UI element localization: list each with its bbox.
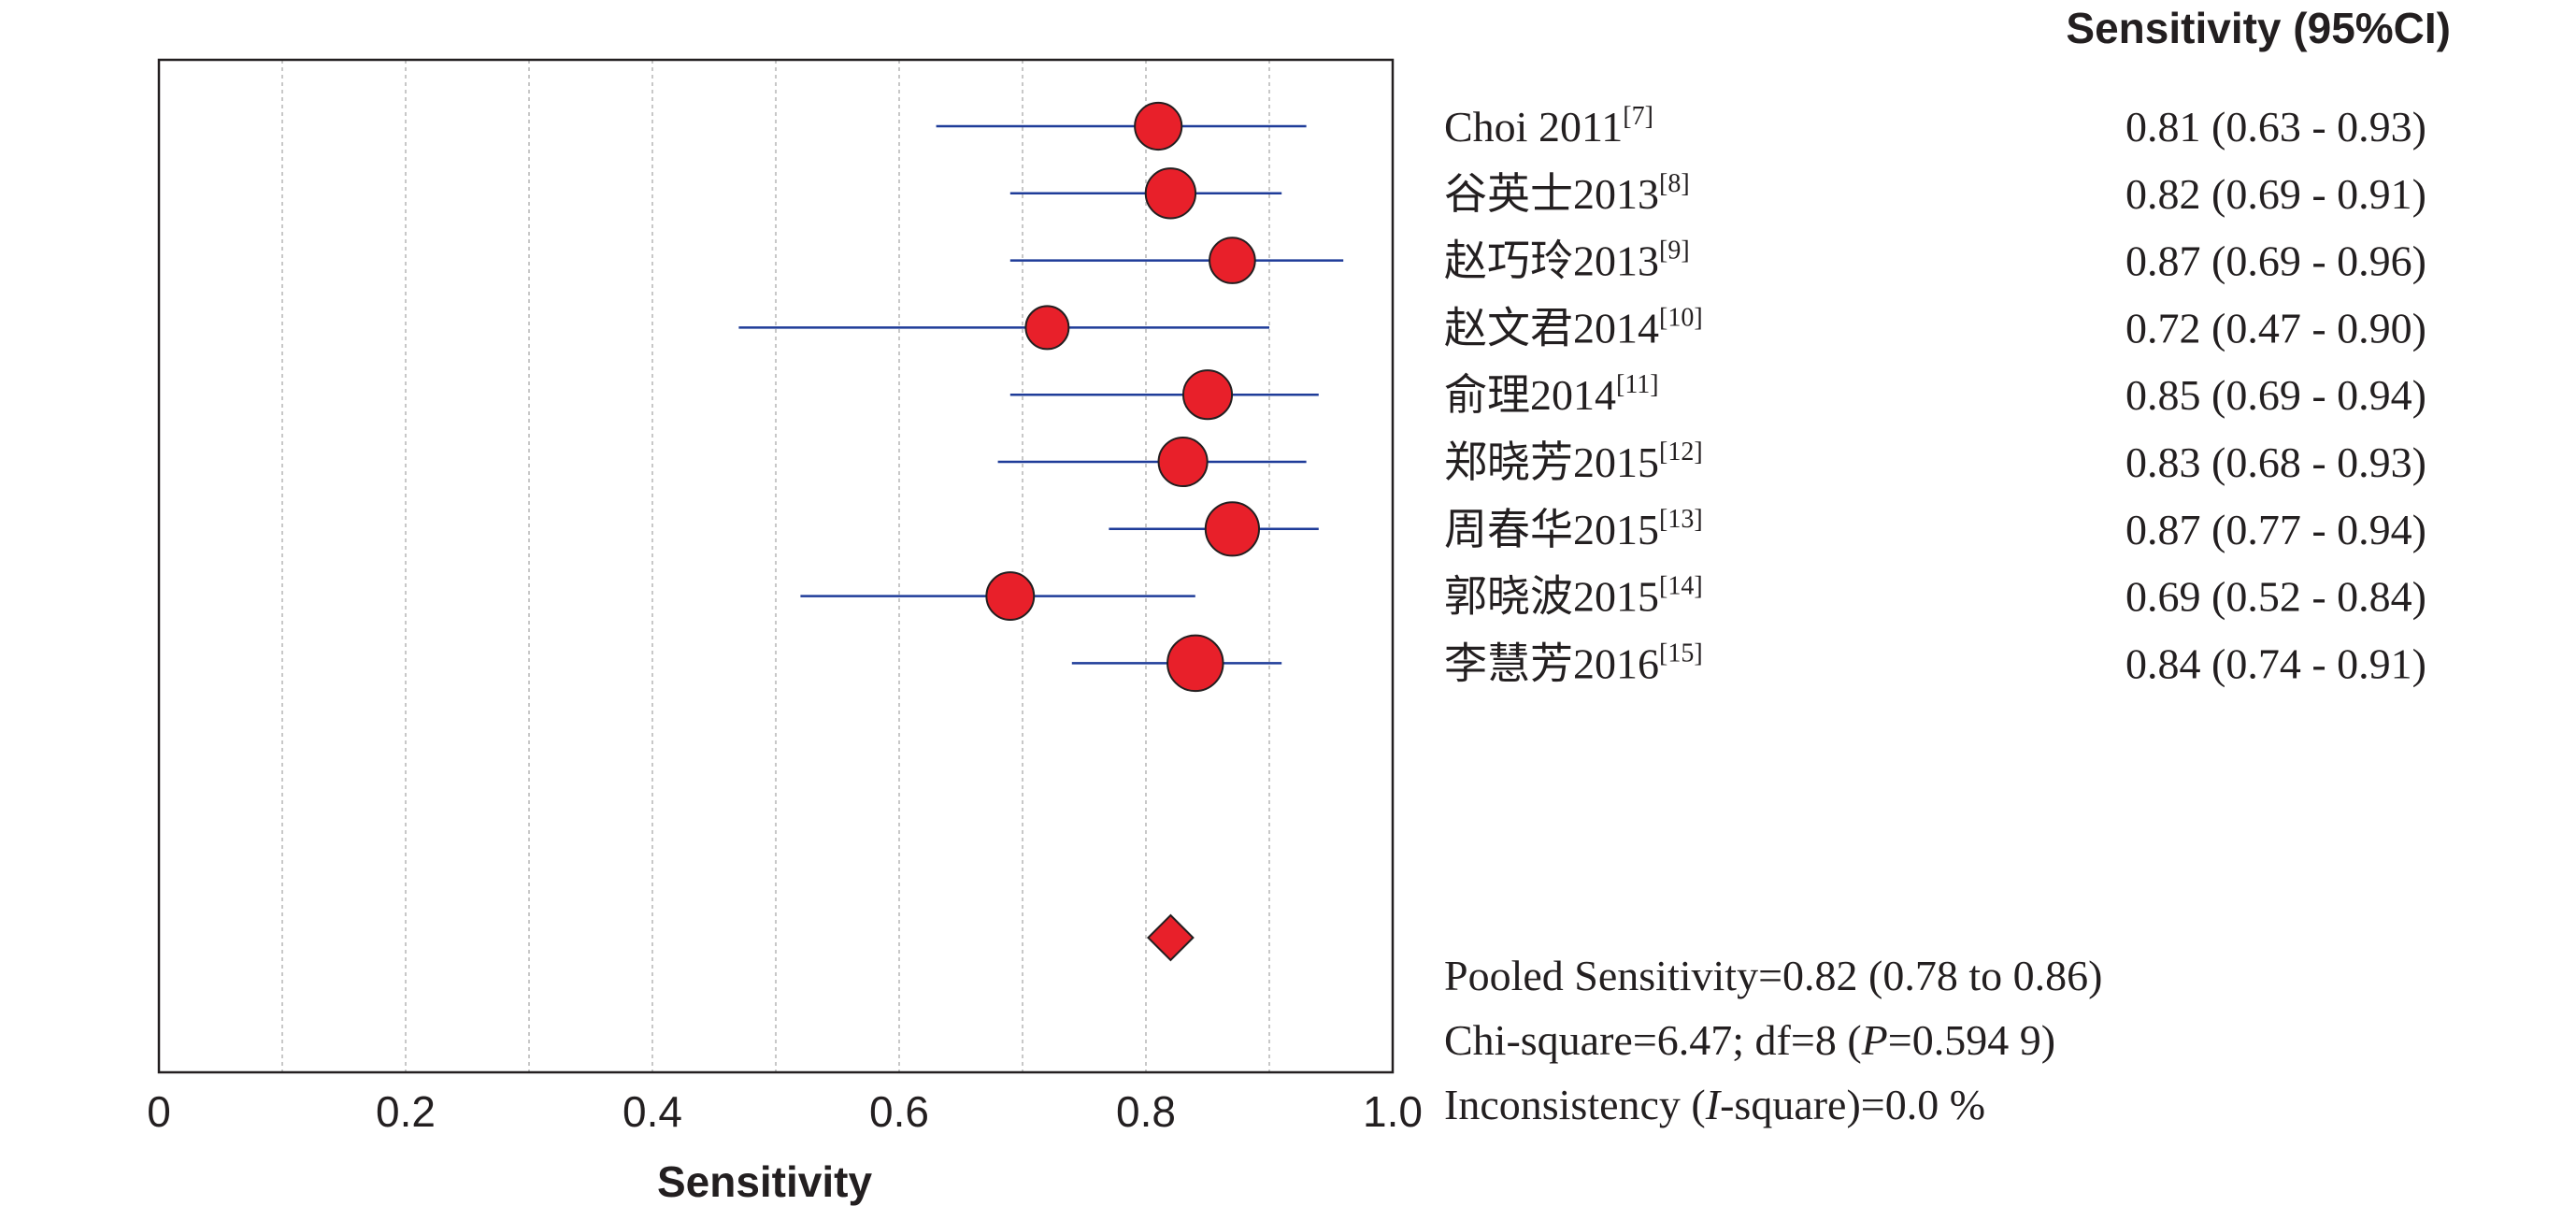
plot-frame bbox=[157, 58, 1395, 1074]
study-ci-value: 0.81 (0.63 - 0.93) bbox=[2125, 103, 2426, 151]
x-tick-label: 0.6 bbox=[869, 1087, 929, 1136]
x-tick-label: 0 bbox=[147, 1087, 171, 1136]
study-marker bbox=[1209, 237, 1256, 284]
study-ci-value: 0.85 (0.69 - 0.94) bbox=[2125, 371, 2426, 419]
study-name: 李慧芳2016 bbox=[1444, 639, 1659, 687]
study-ci-value: 0.82 (0.69 - 0.91) bbox=[2125, 170, 2426, 218]
study-marker bbox=[1166, 634, 1224, 693]
x-tick-label: 0.8 bbox=[1116, 1087, 1176, 1136]
chi-square-text: Chi-square=6.47; df=8 (P=0.594 9) bbox=[1444, 1016, 2055, 1064]
study-label: 周春华2015[13] bbox=[1444, 505, 1703, 553]
study-ci-value: 0.87 (0.69 - 0.96) bbox=[2125, 237, 2426, 285]
x-tick-label: 0.4 bbox=[623, 1087, 682, 1136]
pooled-estimate-diamond bbox=[1146, 913, 1195, 962]
column-header: Sensitivity (95%CI) bbox=[2066, 4, 2451, 52]
study-label: 赵文君2014[10] bbox=[1444, 303, 1703, 352]
study-reference: [15] bbox=[1659, 639, 1703, 668]
study-label: 俞理2014[11] bbox=[1444, 370, 1659, 419]
study-label: 郭晓波2015[14] bbox=[1444, 572, 1703, 621]
study-name: 谷英士2013 bbox=[1444, 170, 1659, 218]
study-marker bbox=[1157, 436, 1209, 488]
study-reference: [14] bbox=[1659, 572, 1703, 601]
study-name: 周春华2015 bbox=[1444, 506, 1659, 553]
study-reference: [13] bbox=[1659, 505, 1703, 534]
study-marker bbox=[985, 571, 1036, 622]
study-label: 谷英士2013[8] bbox=[1444, 169, 1690, 218]
inconsistency-text: Inconsistency (I-square)=0.0 % bbox=[1444, 1081, 1985, 1128]
grid-lines bbox=[281, 60, 1270, 1072]
study-reference: [9] bbox=[1659, 237, 1690, 266]
study-label: 李慧芳2016[15] bbox=[1444, 639, 1703, 687]
study-ci-value: 0.69 (0.52 - 0.84) bbox=[2125, 573, 2426, 621]
study-ci-value: 0.87 (0.77 - 0.94) bbox=[2125, 506, 2426, 553]
study-name: 赵文君2014 bbox=[1444, 304, 1659, 352]
x-tick-label: 0.2 bbox=[376, 1087, 436, 1136]
study-markers bbox=[985, 101, 1261, 693]
study-marker bbox=[1181, 369, 1234, 421]
study-marker bbox=[1134, 101, 1183, 151]
study-name: 郭晓波2015 bbox=[1444, 573, 1659, 621]
study-label: 赵巧玲2013[9] bbox=[1444, 237, 1690, 285]
study-label: 郑晓芳2015[12] bbox=[1444, 438, 1703, 486]
x-tick-label: 1.0 bbox=[1363, 1087, 1423, 1136]
study-reference: [10] bbox=[1659, 303, 1703, 332]
study-label: Choi 2011[7] bbox=[1444, 102, 1653, 151]
study-marker bbox=[1144, 167, 1197, 220]
summary-stats: Pooled Sensitivity=0.82 (0.78 to 0.86) C… bbox=[1444, 952, 2102, 1128]
x-axis-label: Sensitivity bbox=[657, 1157, 873, 1206]
study-reference: [11] bbox=[1616, 370, 1659, 399]
study-name: 郑晓芳2015 bbox=[1444, 438, 1659, 486]
ci-lines bbox=[738, 124, 1344, 665]
x-tick-labels: 0 0.2 0.4 0.6 0.8 1.0 bbox=[147, 1087, 1423, 1136]
study-reference: [7] bbox=[1623, 102, 1653, 131]
study-name: 赵巧玲2013 bbox=[1444, 237, 1659, 285]
study-labels: Choi 2011[7]谷英士2013[8]赵巧玲2013[9]赵文君2014[… bbox=[1444, 102, 1703, 687]
study-name: Choi 2011 bbox=[1444, 103, 1623, 151]
study-reference: [8] bbox=[1659, 169, 1690, 198]
pooled-sensitivity-text: Pooled Sensitivity=0.82 (0.78 to 0.86) bbox=[1444, 952, 2102, 999]
study-ci-value: 0.83 (0.68 - 0.93) bbox=[2125, 438, 2426, 486]
study-ci-value: 0.72 (0.47 - 0.90) bbox=[2125, 304, 2426, 352]
study-name: 俞理2014 bbox=[1444, 371, 1616, 419]
study-marker bbox=[1024, 305, 1070, 351]
study-reference: [12] bbox=[1659, 438, 1703, 467]
study-ci-values: 0.81 (0.63 - 0.93) 0.82 (0.69 - 0.91) 0.87… bbox=[2125, 103, 2426, 687]
study-ci-value: 0.84 (0.74 - 0.91) bbox=[2125, 639, 2426, 687]
study-marker bbox=[1204, 501, 1261, 557]
